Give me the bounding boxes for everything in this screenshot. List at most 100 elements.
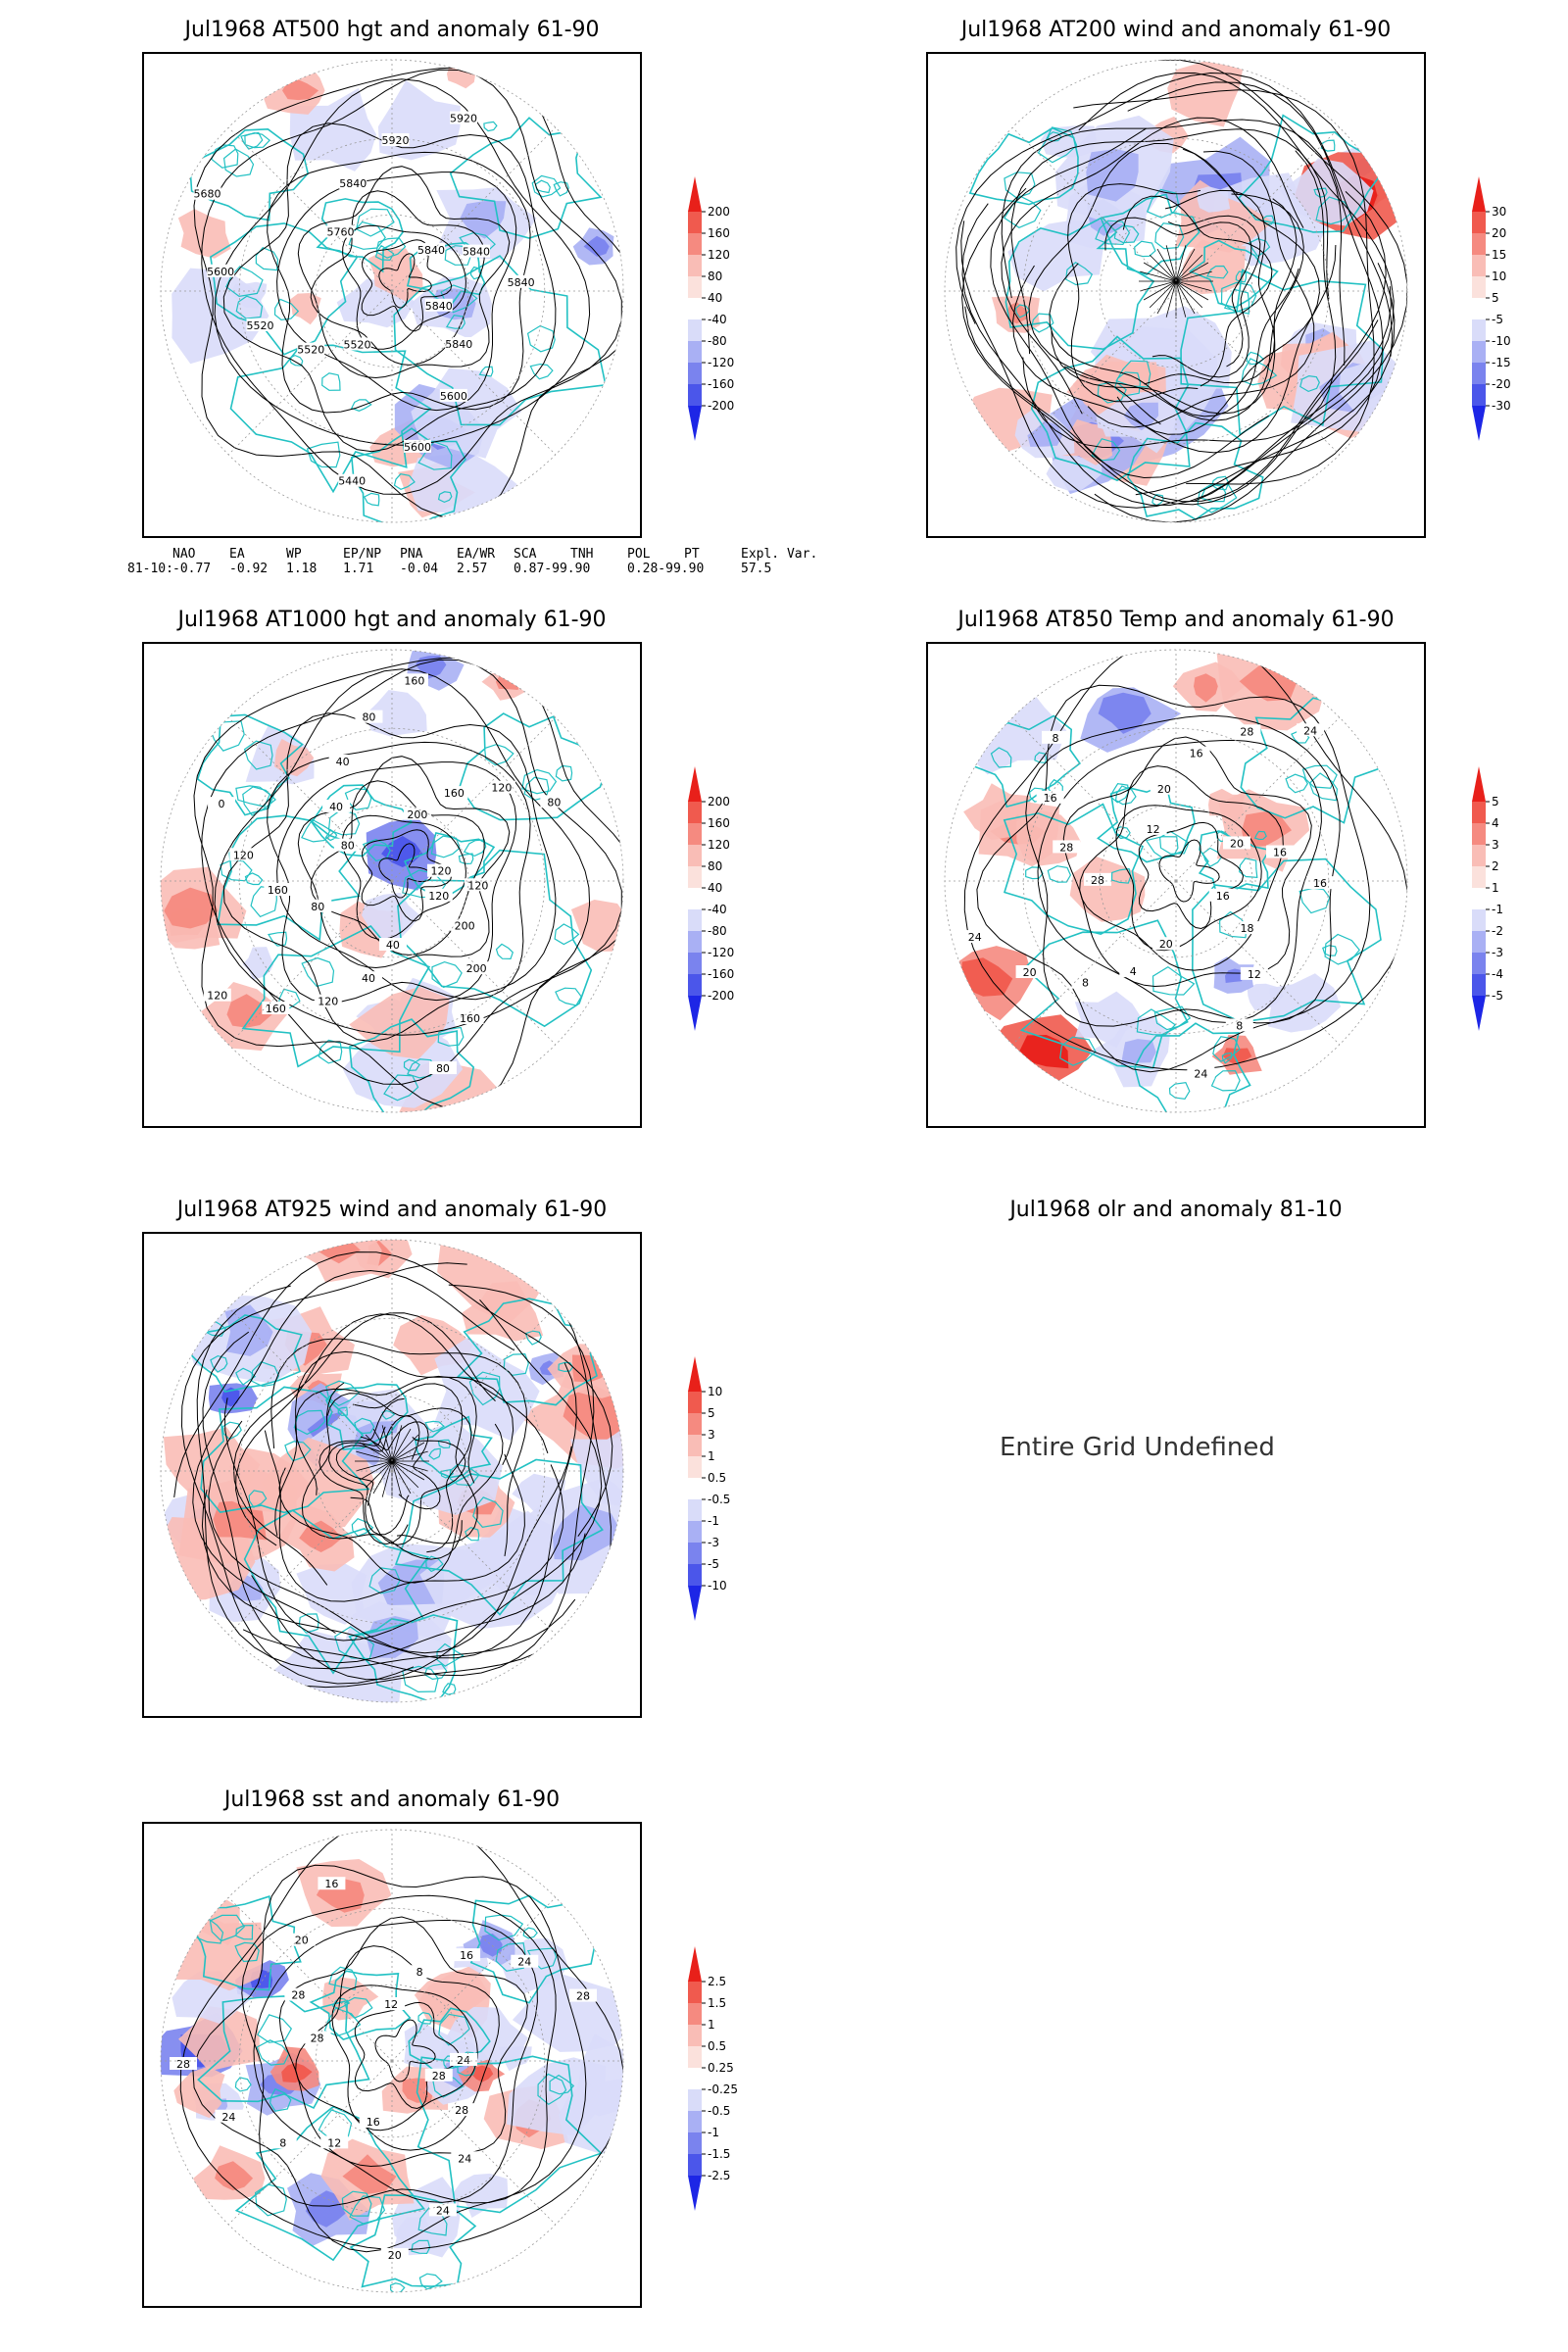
colorbar-label: -0.25 [708,2082,738,2096]
meridian-line [1011,126,1177,292]
colorbar-label: -160 [708,377,734,391]
colorbar-swatch [688,212,702,233]
anomaly-shading [512,1971,623,2052]
contour-label: 200 [455,920,475,933]
coastline-island [428,1447,441,1460]
contour-label-bg [1187,1066,1215,1080]
contour-label-bg [339,175,368,189]
panel-title: Jul1968 AT200 wind and anomaly 61-90 [960,18,1392,42]
header-nao: NAO [172,547,196,562]
colorbar-arrow-top [688,1946,702,1982]
contour-label: 5920 [382,134,410,147]
colorbar-label: 5 [708,1406,715,1420]
contour-label: 8 [279,2136,286,2149]
anomaly-shading [342,1023,464,1108]
contour-label: 5600 [440,390,467,403]
coastline-island [306,441,341,468]
contour-line [374,2019,436,2082]
contour-label-bg [193,186,221,200]
coastline-island [234,2077,252,2092]
coastline-island [1211,475,1230,491]
coastline-island [417,440,453,470]
contour-line [201,659,622,1085]
contour-label-bg [428,2203,457,2217]
contour-label: 28 [176,2058,190,2071]
header-epnp: EP/NP [343,547,382,562]
coastline-island [298,1613,319,1634]
contour-line [267,741,531,1004]
streamline [1001,117,1304,415]
streamline [1144,189,1276,385]
streamline-convergence [1143,280,1177,301]
coastline-island [325,1380,361,1407]
contour-label: 120 [467,879,488,892]
streamline-convergence [1149,280,1177,309]
coastline-island [555,987,582,1006]
streamline-convergence [1140,270,1177,282]
streamline-convergence [1175,280,1212,292]
coastline-island [1298,887,1331,914]
contour-label: 16 [367,2116,380,2129]
contour-label: 8 [1053,732,1059,745]
coastline-island [225,266,264,298]
streamline [1067,183,1201,403]
streamline [1028,143,1239,425]
coastline-island [248,1490,268,1508]
contour-label-bg [1053,840,1081,854]
streamline-convergence [1175,262,1209,282]
streamline [173,1251,613,1537]
value-epnp: 1.71 [343,562,374,576]
coastline-island [424,1420,445,1433]
map-content [956,60,1407,522]
colorbar-label: 80 [708,270,722,283]
coastline-island [1110,867,1132,884]
contour-label: 40 [362,972,375,985]
streamline [294,1375,477,1495]
streamline [223,1397,564,1642]
coastline-island [331,1997,351,2010]
contour-label-bg [403,439,431,453]
coastline-island [1223,288,1250,315]
colorbar-label: 10 [708,1385,722,1398]
contour-label: 12 [384,1998,398,2011]
streamline-convergence [1165,280,1177,318]
coastline-island [235,785,271,808]
meridian-line [227,1896,393,2062]
contour-line [214,78,591,446]
contour-label-bg [322,799,351,812]
anomaly-shading-core [305,2190,349,2228]
coastline-island [503,1352,529,1377]
contour-label-bg [462,244,490,258]
contour-label: 16 [1044,792,1057,805]
coastline-island [344,1996,373,2019]
streamline-convergence [1156,248,1177,282]
contour-label-bg [1152,937,1180,951]
streamline-convergence [391,1442,425,1462]
coastline-island [458,853,474,865]
streamline-convergence [1175,270,1212,282]
contour-line [201,69,622,495]
contour-label-bg [960,930,989,944]
colorbar-label: 15 [1492,248,1506,262]
colorbar-label: -5 [1492,313,1503,326]
colorbar-swatch [688,341,702,363]
coastline-island [1285,773,1309,794]
contour-label-bg [355,710,383,723]
anomaly-shading [365,690,427,737]
coastline-island [337,1406,348,1417]
colorbar-swatch [1472,953,1486,974]
anomaly-shading-core [416,656,447,679]
coastline-island [251,1361,280,1388]
anomaly-shading [173,2066,225,2119]
contour-label-bg [1265,845,1294,858]
contour-label: 24 [458,2152,471,2165]
contour-label: 16 [324,1878,338,1890]
contour-label-bg [1042,730,1070,744]
value-pol: 0.28-99.90 [627,562,705,576]
streamline [960,220,1396,509]
latitude-circle [315,214,469,368]
contour-label: 80 [341,840,355,853]
coastline-island [1047,865,1072,883]
colorbar-swatch [1472,823,1486,845]
anomaly-shading [229,1447,311,1513]
